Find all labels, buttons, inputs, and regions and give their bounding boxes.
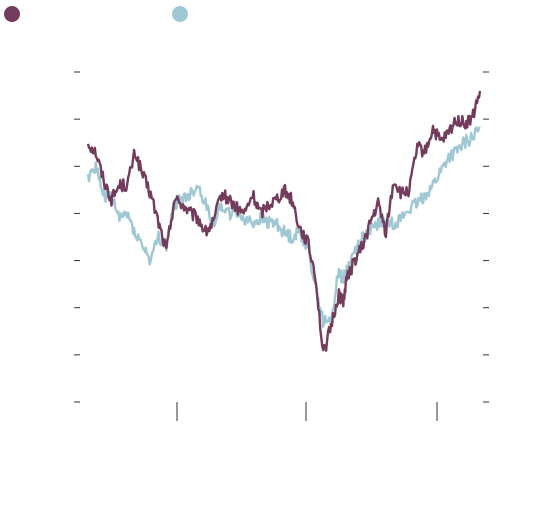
series-line-a bbox=[86, 90, 482, 352]
legend-dot-series-b bbox=[172, 6, 188, 22]
chart-axes bbox=[74, 71, 489, 421]
chart-series bbox=[86, 90, 482, 352]
legend-dot-series-a bbox=[4, 6, 20, 22]
series-line-b bbox=[86, 126, 481, 328]
